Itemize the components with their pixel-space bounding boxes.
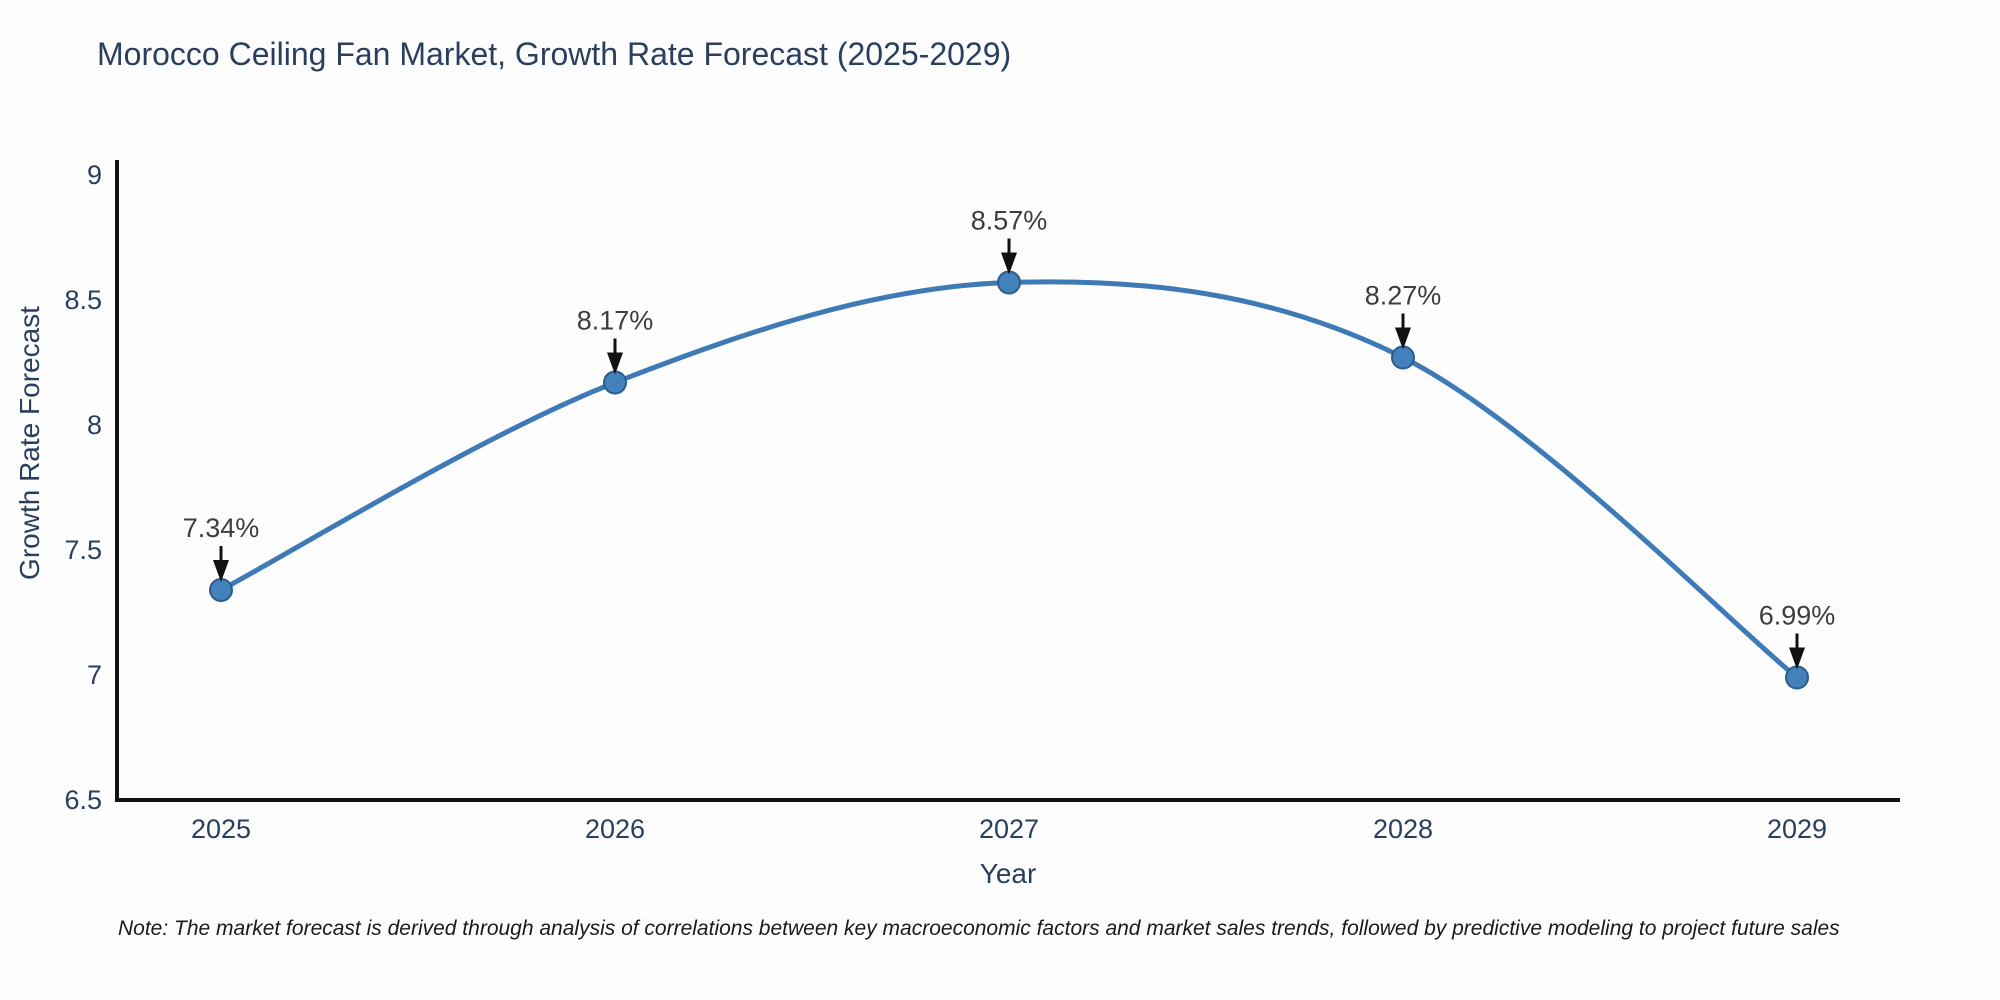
data-point-marker [1785, 665, 1809, 690]
data-point-label: 7.34% [183, 513, 260, 543]
y-tick-label: 7.5 [64, 535, 102, 565]
annotation-arrow-head [1395, 327, 1411, 350]
y-tick-label: 8.5 [64, 285, 102, 315]
data-point-marker [997, 270, 1021, 295]
y-tick-label: 7 [87, 660, 102, 690]
data-point-label: 8.27% [1365, 281, 1442, 311]
x-tick-label: 2025 [191, 814, 251, 844]
data-point-label: 6.99% [1759, 601, 1836, 631]
annotation-arrow-head [213, 560, 229, 582]
y-tick-label: 6.5 [64, 785, 102, 815]
y-tick-label: 9 [87, 160, 102, 190]
trend-line [219, 279, 1799, 680]
data-point-marker [1391, 345, 1415, 370]
data-point-label: 8.57% [971, 206, 1048, 236]
data-point-label: 8.17% [577, 306, 654, 336]
annotation-arrow-head [607, 352, 623, 375]
data-point-marker [603, 370, 627, 395]
annotation-arrow-head [1789, 647, 1805, 670]
x-tick-label: 2029 [1767, 814, 1827, 844]
x-axis-title: Year [979, 858, 1037, 889]
chart-title: Morocco Ceiling Fan Market, Growth Rate … [97, 36, 1012, 72]
footnote: Note: The market forecast is derived thr… [118, 917, 1840, 940]
x-tick-label: 2028 [1373, 814, 1433, 844]
x-tick-label: 2026 [585, 814, 645, 844]
data-point-marker [209, 578, 233, 602]
y-tick-label: 8 [87, 410, 102, 440]
annotation-arrow-head [1001, 252, 1017, 275]
x-tick-label: 2027 [979, 814, 1039, 844]
